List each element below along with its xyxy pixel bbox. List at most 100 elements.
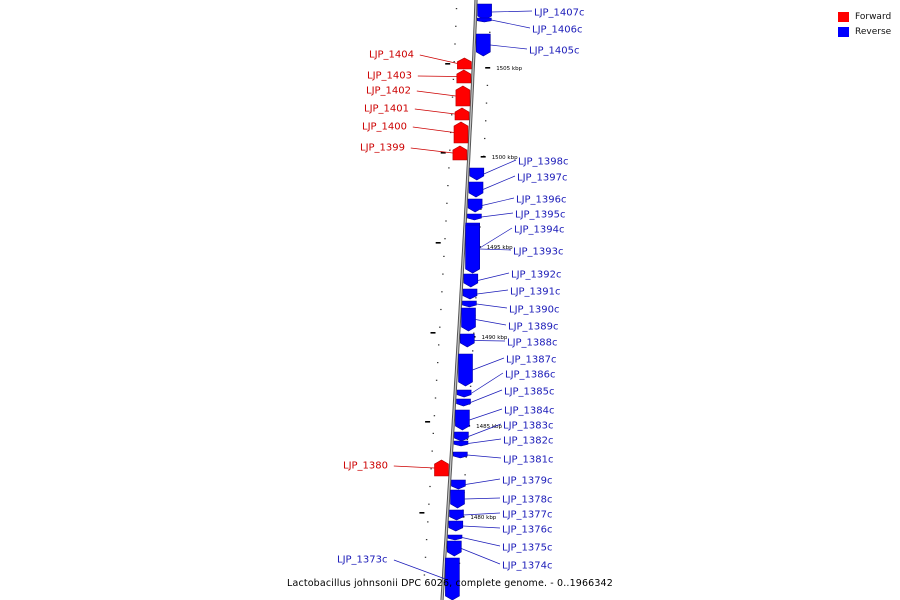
- minor-tick-left: [437, 362, 439, 364]
- minor-tick-right: [484, 137, 486, 140]
- gene-ljp-1393c-leader: [479, 248, 512, 251]
- gene-ljp-1381c-leader: [467, 454, 502, 459]
- minor-tick-right: [469, 385, 472, 387]
- gene-ljp-1387c-leader: [472, 357, 505, 371]
- gene-ljp-1385c: [456, 398, 471, 407]
- gene-ljp-1406c-leader: [491, 19, 531, 29]
- gene-ljp-1376c-label: LJP_1376c: [502, 525, 553, 536]
- gene-ljp-1403-label: LJP_1403: [367, 71, 412, 82]
- minor-tick-left: [439, 326, 441, 328]
- gene-ljp-1403: [456, 69, 472, 84]
- gene-ljp-1404-label: LJP_1404: [369, 50, 414, 61]
- minor-tick-left: [433, 415, 436, 417]
- gene-ljp-1387c: [458, 353, 473, 387]
- gene-ljp-1383c: [454, 431, 469, 442]
- gene-ljp-1380: [434, 459, 449, 477]
- gene-ljp-1386c-leader: [470, 372, 504, 394]
- gene-ljp-1374c: [446, 540, 462, 557]
- map-caption: Lactobacillus johnsonii DPC 6026, comple…: [287, 578, 613, 589]
- gene-ljp-1380-label: LJP_1380: [343, 461, 388, 472]
- gene-ljp-1390c-label: LJP_1390c: [509, 305, 560, 316]
- gene-ljp-1389c: [461, 307, 476, 332]
- minor-tick-right: [465, 456, 467, 458]
- minor-tick-left: [444, 238, 446, 240]
- gene-ljp-1373c-leader: [393, 559, 446, 580]
- minor-tick-left: [438, 344, 440, 346]
- minor-tick-right: [473, 332, 475, 334]
- gene-ljp-1382c: [453, 440, 469, 447]
- gene-ljp-1377c-label: LJP_1377c: [502, 510, 553, 521]
- minor-tick-left: [441, 291, 443, 293]
- gene-ljp-1401-leader: [414, 108, 456, 115]
- minor-tick-left: [447, 185, 449, 187]
- gene-ljp-1379c-leader: [465, 478, 501, 485]
- minor-tick-left: [451, 96, 454, 98]
- gene-ljp-1386c-label: LJP_1386c: [505, 370, 556, 381]
- legend-label-reverse: Reverse: [855, 26, 892, 37]
- minor-tick-left: [431, 450, 433, 452]
- gene-ljp-1402: [455, 85, 471, 107]
- gene-ljp-1400-label: LJP_1400: [362, 122, 407, 133]
- gene-ljp-1395c-leader: [481, 212, 514, 218]
- minor-tick-left: [452, 78, 455, 80]
- gene-ljp-1391c: [462, 288, 478, 300]
- scale-label: 1505 kbp: [496, 66, 522, 72]
- minor-tick-left: [429, 485, 431, 488]
- gene-ljp-1375c: [447, 534, 463, 541]
- major-tick-left: [445, 63, 451, 65]
- gene-ljp-1376c-leader: [462, 525, 501, 529]
- legend-swatch-forward: [838, 11, 849, 22]
- gene-ljp-1386c: [456, 389, 472, 398]
- gene-ljp-1397c-label: LJP_1397c: [517, 173, 568, 184]
- gene-ljp-1375c-leader: [461, 537, 501, 547]
- gene-ljp-1395c-label: LJP_1395c: [515, 210, 566, 221]
- gene-ljp-1382c-label: LJP_1382c: [503, 436, 554, 447]
- gene-ljp-1393c: [465, 224, 480, 274]
- gene-ljp-1384c-leader: [469, 408, 503, 421]
- major-tick-left: [430, 332, 436, 334]
- major-tick-left: [419, 512, 425, 514]
- minor-tick-right: [480, 208, 482, 210]
- gene-ljp-1401-label: LJP_1401: [364, 104, 409, 115]
- gene-ljp-1398c-label: LJP_1398c: [518, 157, 569, 168]
- scale-label: 1480 kbp: [470, 515, 496, 521]
- minor-tick-left: [451, 114, 453, 116]
- gene-ljp-1383c-leader: [468, 423, 502, 437]
- minor-tick-right: [472, 350, 474, 352]
- gene-ljp-1388c: [459, 333, 475, 348]
- minor-tick-left: [423, 574, 426, 576]
- gene-ljp-1406c: [476, 17, 492, 23]
- gene-ljp-1381c: [452, 451, 468, 459]
- gene-ljp-1401: [454, 107, 470, 121]
- gene-ljp-1388c-leader: [474, 340, 506, 342]
- legend-label-forward: Forward: [855, 11, 892, 22]
- minor-tick-left: [445, 220, 447, 222]
- minor-tick-left: [450, 131, 452, 134]
- gene-ljp-1393c-label: LJP_1393c: [513, 247, 564, 258]
- minor-tick-left: [432, 432, 434, 434]
- minor-tick-left: [428, 503, 430, 505]
- gene-ljp-1374c-leader: [461, 548, 501, 565]
- major-tick-left: [425, 421, 431, 423]
- minor-tick-left: [424, 556, 427, 558]
- minor-tick-left: [453, 61, 455, 63]
- gene-ljp-1377c: [449, 509, 464, 521]
- major-tick-left: [440, 152, 446, 154]
- gene-ljp-1394c-label: LJP_1394c: [514, 225, 565, 236]
- gene-ljp-1404: [457, 57, 472, 70]
- minor-tick-left: [448, 167, 450, 169]
- gene-ljp-1398c-leader: [483, 159, 517, 175]
- gene-ljp-1384c: [455, 409, 470, 431]
- gene-ljp-1404-leader: [419, 54, 458, 64]
- gene-ljp-1385c-leader: [470, 389, 503, 403]
- gene-ljp-1379c: [451, 479, 466, 490]
- gene-ljp-1392c: [463, 273, 479, 288]
- gene-ljp-1378c: [450, 489, 465, 509]
- gene-ljp-1395c: [467, 213, 482, 221]
- gene-ljp-1379c-label: LJP_1379c: [502, 476, 553, 487]
- gene-ljp-1407c-leader: [491, 10, 533, 13]
- minor-tick-left: [454, 43, 456, 45]
- gene-ljp-1392c-leader: [477, 272, 510, 281]
- minor-tick-right: [466, 438, 468, 440]
- gene-ljp-1374c-label: LJP_1374c: [502, 561, 553, 572]
